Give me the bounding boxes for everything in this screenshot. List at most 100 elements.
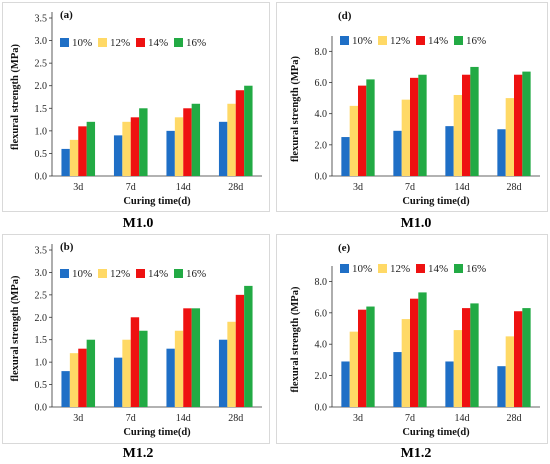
x-tick-label: 28d: [507, 413, 522, 424]
bar: [470, 66, 479, 176]
bar: [514, 311, 523, 407]
x-tick-label: 7d: [126, 182, 136, 193]
x-tick-label: 28d: [228, 182, 243, 193]
bar: [393, 352, 402, 407]
y-axis-label: flexural strength (MPa): [10, 44, 21, 150]
y-tick-label: 1.0: [35, 358, 48, 369]
legend-swatch: [378, 264, 387, 273]
bar: [166, 348, 175, 407]
bar: [522, 71, 531, 176]
bar: [191, 308, 201, 407]
bar: [349, 105, 358, 176]
panel-label: (e): [338, 242, 351, 254]
bar: [522, 308, 531, 407]
bar: [130, 317, 140, 407]
x-axis-label: Curing time(d): [123, 427, 191, 438]
caption-panel-e: M1.2: [400, 446, 432, 461]
bar: [139, 108, 148, 176]
panel-label: (a): [60, 9, 73, 21]
bar: [244, 285, 253, 407]
legend-label: 10%: [72, 37, 92, 49]
bar: [69, 353, 79, 407]
y-tick-label: 0.0: [315, 172, 328, 183]
legend-swatch: [416, 36, 425, 45]
legend-swatch: [60, 269, 69, 278]
bar: [166, 130, 175, 176]
x-tick-label: 7d: [126, 413, 136, 424]
bar: [78, 126, 87, 176]
legend-label: 10%: [352, 35, 372, 47]
legend-label: 12%: [110, 37, 130, 49]
bar: [470, 303, 479, 407]
bar: [366, 79, 375, 176]
y-tick-label: 2.5: [35, 290, 48, 301]
x-tick-label: 7d: [405, 182, 415, 193]
bar: [122, 121, 131, 176]
y-tick-label: 2.5: [35, 59, 48, 70]
bar: [130, 117, 140, 176]
bar: [235, 294, 245, 407]
bar: [113, 135, 123, 176]
y-tick-label: 0.5: [35, 149, 48, 160]
x-axis-label: Curing time(d): [402, 196, 470, 207]
legend-label: 16%: [466, 263, 486, 275]
bar: [61, 148, 70, 176]
bar: [218, 121, 228, 176]
legend-label: 12%: [390, 263, 410, 275]
bar: [445, 361, 454, 407]
bar: [505, 336, 514, 407]
legend-label: 12%: [390, 35, 410, 47]
caption-panel-b: M1.2: [122, 446, 154, 461]
legend-swatch: [174, 38, 183, 47]
bar: [86, 339, 96, 407]
panel-label: (d): [338, 10, 352, 22]
bar: [505, 98, 514, 176]
panel-label: (b): [60, 241, 74, 253]
bar: [401, 319, 410, 407]
bar: [139, 330, 148, 407]
bar: [227, 103, 236, 176]
x-axis-label: Curing time(d): [123, 196, 191, 207]
x-axis-label: Curing time(d): [402, 427, 470, 438]
y-tick-label: 2.0: [315, 140, 328, 151]
bar: [86, 121, 96, 176]
legend-label: 12%: [110, 268, 130, 280]
bar: [401, 99, 410, 176]
y-tick-label: 3.0: [35, 36, 48, 47]
bar: [393, 130, 402, 176]
y-axis-label: flexural strength (MPa): [290, 286, 301, 392]
bar: [497, 366, 506, 407]
y-tick-label: 6.0: [315, 78, 328, 89]
legend-swatch: [454, 264, 463, 273]
legend-swatch: [454, 36, 463, 45]
bar: [174, 117, 184, 176]
y-tick-label: 1.5: [35, 104, 48, 115]
bar: [418, 74, 427, 176]
bar: [497, 129, 506, 176]
x-tick-label: 14d: [455, 413, 470, 424]
y-axis-label: flexural strength (MPa): [290, 56, 301, 162]
bar: [122, 339, 131, 407]
bar: [358, 85, 367, 176]
y-tick-label: 2.0: [35, 313, 48, 324]
legend-swatch: [98, 269, 107, 278]
legend-label: 14%: [148, 268, 168, 280]
y-tick-label: 0.0: [315, 403, 328, 414]
y-tick-label: 8.0: [315, 277, 328, 288]
bar: [183, 108, 192, 176]
legend-swatch: [60, 38, 69, 47]
panel-frame-a: [2, 2, 270, 212]
y-tick-label: 0.0: [35, 172, 48, 183]
y-tick-label: 3.5: [35, 246, 48, 257]
legend-swatch: [340, 264, 349, 273]
bar: [349, 331, 358, 407]
bar: [174, 330, 184, 407]
y-tick-label: 4.0: [315, 109, 328, 120]
legend-label: 10%: [352, 263, 372, 275]
x-tick-label: 14d: [455, 182, 470, 193]
bar: [244, 85, 253, 176]
legend-swatch: [98, 38, 107, 47]
bar: [445, 126, 454, 176]
bar: [218, 339, 228, 407]
